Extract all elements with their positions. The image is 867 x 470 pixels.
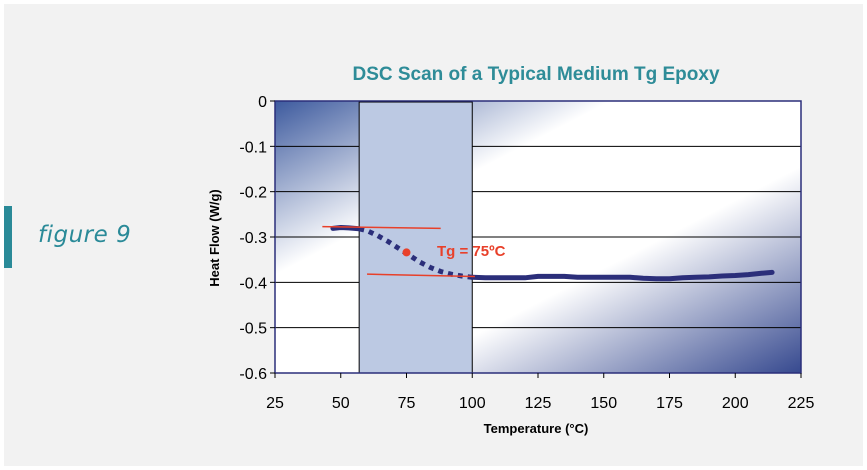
series-line-dashed (358, 226, 473, 280)
y-axis-label: Heat Flow (W/g) (207, 189, 222, 287)
x-tick-label: 175 (656, 395, 683, 412)
x-tick-label: 200 (722, 395, 749, 412)
y-tick-label: -0.3 (239, 230, 267, 247)
chart-title: DSC Scan of a Typical Medium Tg Epoxy (352, 64, 719, 85)
figure-accent-bar (4, 206, 12, 268)
x-tick-label: 150 (590, 395, 617, 412)
tg-marker (402, 248, 411, 257)
y-tick-label: -0.1 (239, 139, 267, 156)
y-tick-label: 0 (258, 94, 267, 111)
figure-label: figure 9 (38, 222, 132, 248)
tg-annotation: Tg = 75ºC (437, 243, 506, 260)
x-tick-label: 125 (525, 395, 552, 412)
x-tick-label: 225 (788, 395, 815, 412)
series-line-solid (330, 225, 362, 232)
highlight-region (358, 101, 473, 374)
x-tick-label: 100 (459, 395, 486, 412)
tangent-line (322, 225, 441, 230)
tangent-line (367, 273, 475, 278)
series-line-solid (469, 269, 775, 282)
y-tick-label: -0.4 (239, 275, 267, 292)
y-tick-label: -0.6 (239, 366, 267, 383)
x-tick-label: 75 (398, 395, 416, 412)
y-tick-label: -0.2 (239, 185, 267, 202)
x-tick-label: 50 (332, 395, 350, 412)
y-tick-label: -0.5 (239, 321, 267, 338)
x-tick-label: 25 (266, 395, 284, 412)
x-axis-label: Temperature (°C) (484, 421, 589, 436)
